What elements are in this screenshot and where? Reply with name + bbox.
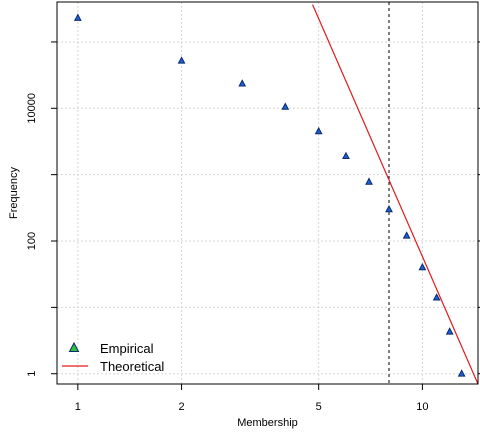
data-point xyxy=(365,177,373,185)
data-point xyxy=(73,13,82,21)
axes: 1 2 5 10 1 100 10000 xyxy=(26,41,480,413)
x-tick-label: 10 xyxy=(416,401,428,413)
series-line-theoretical xyxy=(312,4,478,384)
y-axis-label: Frequency xyxy=(8,167,20,219)
plot-frame xyxy=(56,1,479,385)
x-tick-label: 2 xyxy=(178,401,184,413)
y-tick-label: 100 xyxy=(26,232,38,250)
legend-label-empirical: Empirical xyxy=(100,341,154,356)
x-tick-label: 1 xyxy=(75,401,81,413)
legend-label-theoretical: Theoretical xyxy=(100,359,164,374)
legend-marker-empirical xyxy=(68,341,80,352)
grid xyxy=(57,2,478,384)
legend: Empirical Theoretical xyxy=(62,341,164,374)
y-tick-label: 10000 xyxy=(26,93,38,124)
y-tick-label: 1 xyxy=(26,371,38,377)
data-point xyxy=(418,262,427,271)
data-point xyxy=(238,79,247,87)
x-axis-label: Membership xyxy=(237,417,298,429)
data-point xyxy=(177,56,186,64)
data-point xyxy=(281,102,290,110)
data-point xyxy=(457,369,466,377)
plot-area xyxy=(73,2,478,384)
data-point xyxy=(314,126,323,135)
data-point xyxy=(385,204,393,213)
data-point xyxy=(445,327,454,335)
data-point xyxy=(432,293,441,301)
data-point xyxy=(342,151,350,160)
data-point xyxy=(402,231,411,239)
x-tick-label: 5 xyxy=(316,401,322,413)
